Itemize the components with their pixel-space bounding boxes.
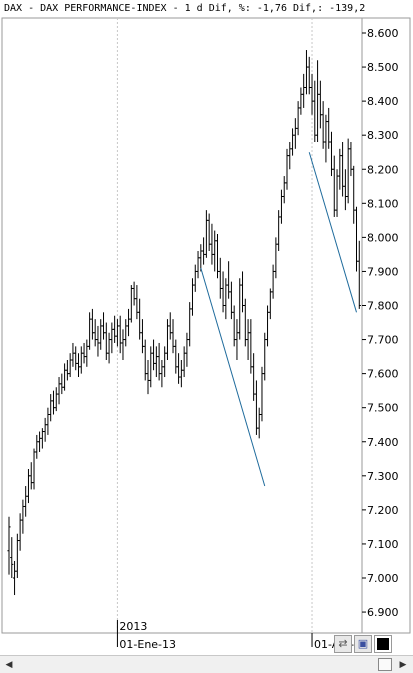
trendline[interactable] xyxy=(308,152,357,313)
y-tick-label: 8.500 xyxy=(367,61,399,74)
save-icon[interactable]: ▣ xyxy=(354,635,372,653)
trendlines[interactable] xyxy=(200,152,357,487)
y-tick-label: 8.400 xyxy=(367,95,399,108)
y-tick-label: 7.800 xyxy=(367,300,399,313)
y-tick-label: 7.600 xyxy=(367,368,399,381)
ohlc-bars xyxy=(7,50,361,596)
price-chart[interactable]: 8.600 8.500 8.400 8.300 8.200 8.100 8.000 7.900… xyxy=(0,0,413,655)
y-tick-label: 8.300 xyxy=(367,129,399,142)
scroll-left-arrow-icon[interactable]: ◀ xyxy=(5,660,13,670)
y-tick-label: 8.600 xyxy=(367,27,399,40)
scroll-right-arrow-icon[interactable]: ▶ xyxy=(399,660,407,670)
chart-title: DAX - DAX PERFORMANCE-INDEX - 1 d Dif, %… xyxy=(4,3,366,14)
y-tick-label: 7.300 xyxy=(367,470,399,483)
scroll-thumb[interactable] xyxy=(378,658,392,671)
trendline[interactable] xyxy=(200,267,266,487)
x-tick-label: 2013 xyxy=(119,620,147,633)
y-axis-labels: 8.600 8.500 8.400 8.300 8.200 8.100 8.000 7.900… xyxy=(362,27,399,619)
ohlc-bar xyxy=(10,537,14,578)
ohlc-bar xyxy=(357,240,361,309)
y-tick-label: 7.100 xyxy=(367,538,399,551)
y-tick-label: 8.000 xyxy=(367,231,399,244)
y-tick-label: 7.900 xyxy=(367,265,399,278)
y-tick-label: 8.200 xyxy=(367,163,399,176)
grid-layer xyxy=(116,18,313,633)
x-tick-label: 01-Ene-13 xyxy=(119,638,176,651)
ohlc-bar xyxy=(7,516,11,575)
horizontal-scrollbar[interactable]: ◀ ▶ xyxy=(0,655,413,673)
y-tick-label: 8.100 xyxy=(367,197,399,210)
y-tick-label: 7.200 xyxy=(367,504,399,517)
color-swatch-icon[interactable] xyxy=(374,635,392,653)
y-tick-label: 6.900 xyxy=(367,606,399,619)
swatch-fill xyxy=(377,638,389,650)
plot-frame xyxy=(1,17,411,634)
y-tick-label: 7.500 xyxy=(367,402,399,415)
y-tick-label: 7.400 xyxy=(367,436,399,449)
y-tick-label: 7.000 xyxy=(367,572,399,585)
chart-tool-icon[interactable]: ⇄ xyxy=(334,635,352,653)
y-tick-label: 7.700 xyxy=(367,334,399,347)
